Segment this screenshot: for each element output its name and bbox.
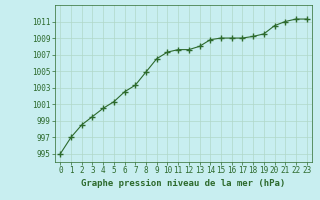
X-axis label: Graphe pression niveau de la mer (hPa): Graphe pression niveau de la mer (hPa) (81, 179, 286, 188)
